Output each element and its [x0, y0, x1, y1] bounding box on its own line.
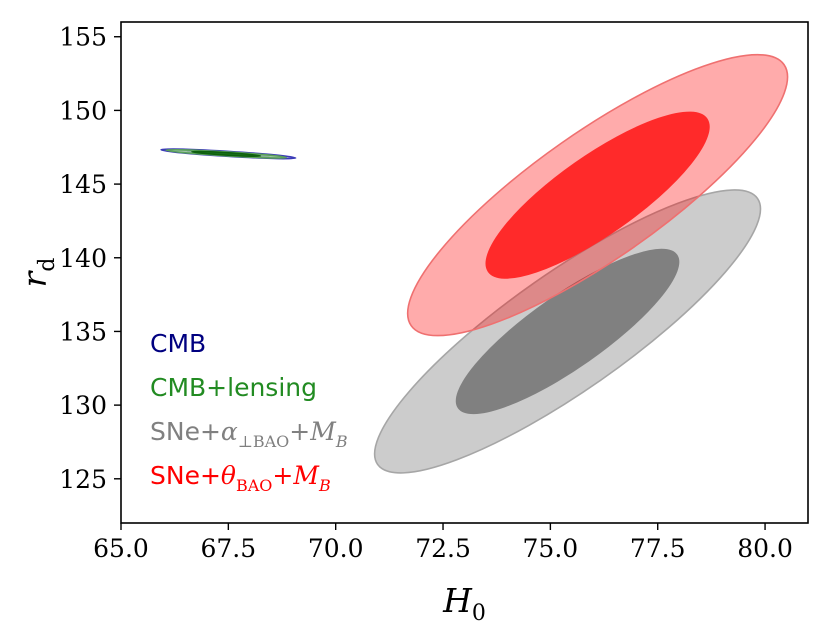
y-tick-label: 135 [59, 317, 107, 346]
y-tick-label: 130 [59, 391, 107, 420]
x-tick-label: 65.0 [93, 534, 149, 563]
y-tick-label: 155 [59, 23, 107, 52]
y-tick-label: 150 [59, 96, 107, 125]
contour-sne-bao-mb-68 [455, 248, 680, 415]
x-tick-label: 75.0 [523, 534, 579, 563]
x-tick-label: 80.0 [737, 534, 793, 563]
contour-sne-bao-mb-68 [485, 111, 710, 279]
legend-entry: SNe+θBAO+MB [150, 461, 331, 495]
y-axis-label: rd [15, 258, 60, 288]
x-tick-label: 77.5 [630, 534, 686, 563]
legend-entry: SNe+α⊥BAO+MB [150, 417, 348, 451]
y-tick-label: 125 [59, 465, 107, 494]
legend-entry: CMB [150, 329, 206, 358]
x-tick-label: 70.0 [308, 534, 364, 563]
legend: CMB CMB+lensing SNe+α⊥BAO+MB SNe+θBAO+MB [150, 329, 348, 495]
plot-frame [120, 21, 809, 524]
x-axis-label: H0 [442, 581, 486, 626]
y-tick-label: 145 [59, 170, 107, 199]
legend-entry: CMB+lensing [150, 373, 317, 402]
y-tick-label: 140 [59, 244, 107, 273]
x-tick-label: 67.5 [201, 534, 257, 563]
x-tick-label: 72.5 [415, 534, 471, 563]
tick-layer: 65.0 67.5 70.0 72.5 75.0 77.5 80.0 125 130 135 140… [59, 23, 793, 563]
contour-layer [160, 53, 789, 474]
contour-cmb-lensing-68 [191, 150, 262, 158]
